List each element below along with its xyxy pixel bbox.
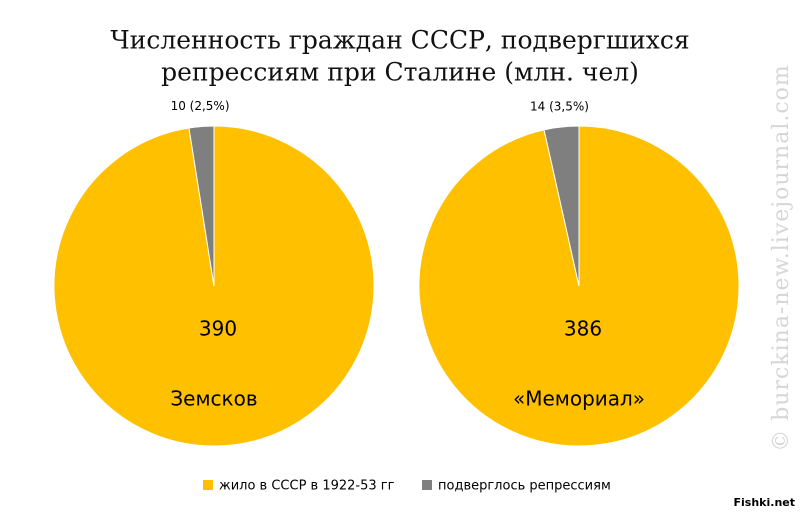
chart-title: Численность граждан СССР, подвергшихся	[110, 26, 689, 55]
chart-title: репрессиям при Сталине (млн. чел)	[161, 58, 639, 87]
legend-label: жило в СССР в 1922-53 гг	[219, 479, 395, 494]
legend-swatch	[203, 480, 213, 490]
watermark: Fishki.net	[734, 496, 795, 509]
watermark: © burckina-new.livejournal.com	[769, 64, 794, 452]
legend-swatch	[422, 480, 432, 490]
pie-label: «Мемориал»	[513, 387, 645, 411]
data-label: 14 (3,5%)	[530, 100, 589, 114]
data-label: 390	[199, 317, 237, 341]
pie-slice	[188, 125, 215, 287]
legend-label: подверглось репрессиям	[438, 479, 611, 494]
data-label: 386	[564, 317, 602, 341]
pie-slice	[543, 125, 580, 287]
pie-label: Земсков	[170, 387, 257, 411]
data-label: 10 (2,5%)	[171, 99, 230, 113]
